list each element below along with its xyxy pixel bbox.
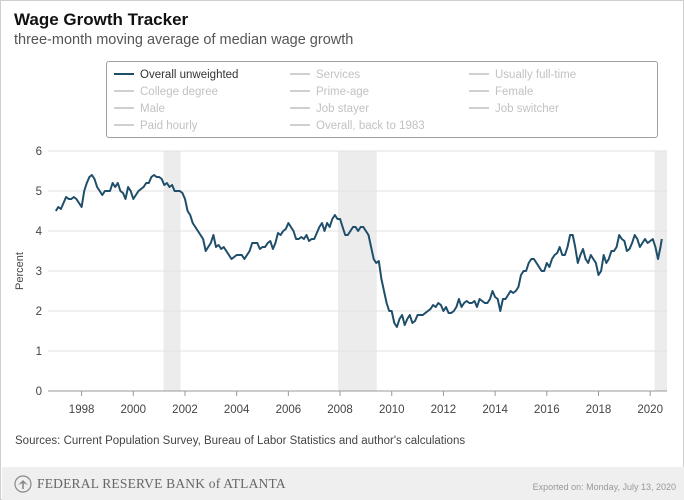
legend-label: Paid hourly bbox=[140, 120, 198, 132]
legend: Overall unweighted Services Usually full… bbox=[106, 61, 658, 138]
x-tick-label: 2018 bbox=[586, 404, 612, 416]
legend-label: Prime-age bbox=[316, 86, 370, 98]
legend-item-paid-hourly[interactable]: Paid hourly bbox=[114, 120, 198, 132]
federal-reserve-seal-icon bbox=[14, 475, 32, 493]
x-tick-label: 1998 bbox=[69, 404, 95, 416]
footer: FEDERAL RESERVE BANK of ATLANTA Exported… bbox=[2, 467, 684, 500]
legend-label: Overall, back to 1983 bbox=[316, 120, 425, 132]
exported-date: Exported on: Monday, July 13, 2020 bbox=[532, 482, 676, 492]
y-axis-label: Percent bbox=[14, 252, 26, 290]
legend-swatch bbox=[290, 106, 310, 109]
legend-label: Male bbox=[140, 103, 165, 115]
x-tick-label: 2016 bbox=[534, 404, 560, 416]
legend-swatch bbox=[469, 72, 489, 75]
legend-item-college-degree[interactable]: College degree bbox=[114, 86, 218, 98]
legend-item-services[interactable]: Services bbox=[290, 69, 360, 81]
y-tick-label: 3 bbox=[36, 266, 42, 278]
legend-item-job-stayer[interactable]: Job stayer bbox=[290, 103, 369, 115]
x-tick-label: 2012 bbox=[431, 404, 457, 416]
y-tick-label: 6 bbox=[36, 146, 42, 158]
legend-label: Female bbox=[495, 86, 534, 98]
x-tick-label: 2006 bbox=[276, 404, 302, 416]
legend-swatch bbox=[290, 123, 310, 126]
sources-note: Sources: Current Population Survey, Bure… bbox=[15, 435, 466, 447]
legend-item-male[interactable]: Male bbox=[114, 103, 165, 115]
legend-item-usually-full-time[interactable]: Usually full-time bbox=[469, 69, 576, 81]
y-tick-label: 1 bbox=[36, 346, 42, 358]
footer-org-name: FEDERAL RESERVE BANK of ATLANTA bbox=[37, 476, 286, 491]
legend-item-overall-unweighted[interactable]: Overall unweighted bbox=[114, 69, 238, 81]
line-chart: 0 1 2 3 4 5 6 1998 2000 2002 2004 2006 2008 2010 2012 2… bbox=[14, 146, 667, 416]
legend-swatch bbox=[290, 89, 310, 92]
x-tick-label: 2004 bbox=[224, 404, 250, 416]
page-title: Wage Growth Tracker bbox=[14, 10, 189, 29]
series-line-overall-unweighted bbox=[54, 174, 663, 328]
x-tick-label: 2010 bbox=[379, 404, 405, 416]
x-tick-label: 2020 bbox=[637, 404, 663, 416]
x-tick-label: 2014 bbox=[482, 404, 508, 416]
legend-swatch bbox=[114, 72, 134, 75]
legend-label: Services bbox=[316, 69, 361, 81]
legend-swatch bbox=[469, 106, 489, 109]
x-tick-label: 2000 bbox=[120, 404, 146, 416]
legend-item-job-switcher[interactable]: Job switcher bbox=[469, 103, 559, 115]
y-tick-label: 5 bbox=[36, 186, 42, 198]
legend-item-prime-age[interactable]: Prime-age bbox=[290, 86, 369, 98]
x-tick-label: 2008 bbox=[327, 404, 353, 416]
y-tick-label: 4 bbox=[36, 226, 43, 238]
legend-swatch bbox=[114, 89, 134, 92]
x-tick-label: 2002 bbox=[172, 404, 198, 416]
legend-swatch bbox=[114, 106, 134, 109]
legend-swatch bbox=[290, 72, 310, 75]
y-tick-label: 2 bbox=[36, 306, 42, 318]
legend-swatch bbox=[469, 89, 489, 92]
y-tick-label: 0 bbox=[36, 386, 42, 398]
legend-item-female[interactable]: Female bbox=[469, 86, 533, 98]
legend-swatch bbox=[114, 123, 134, 126]
page-subtitle: three-month moving average of median wag… bbox=[14, 32, 354, 48]
legend-label: Overall unweighted bbox=[140, 69, 239, 81]
legend-label: Job switcher bbox=[495, 103, 559, 115]
legend-label: Job stayer bbox=[316, 103, 370, 115]
legend-label: Usually full-time bbox=[495, 69, 577, 81]
legend-label: College degree bbox=[140, 86, 219, 98]
legend-item-overall-back-to-1983[interactable]: Overall, back to 1983 bbox=[290, 120, 425, 132]
